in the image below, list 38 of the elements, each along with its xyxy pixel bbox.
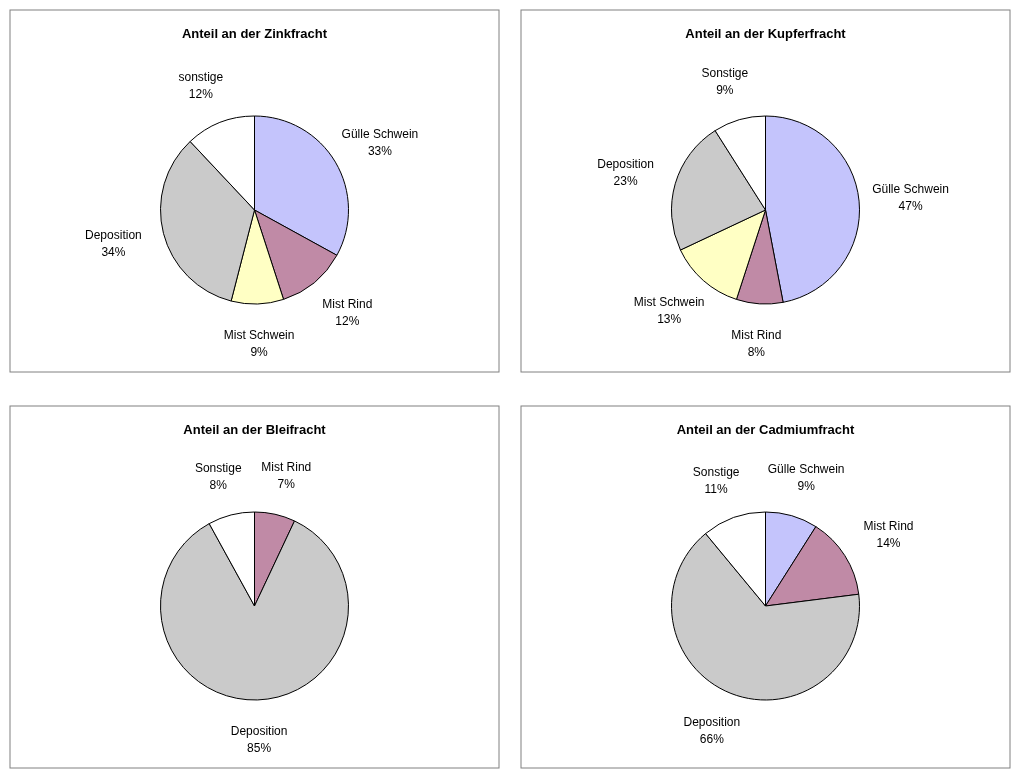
data-label: 8% — [209, 478, 228, 493]
slice-label: Sonstige — [701, 66, 749, 81]
chart-title: Anteil an der Bleifracht — [183, 422, 327, 437]
slice-label: Sonstige — [692, 464, 740, 479]
data-label: 13% — [657, 311, 682, 326]
chart-title: Anteil an der Zinkfracht — [181, 26, 328, 41]
slice-label: Mist Rind — [863, 518, 914, 533]
data-label: 11% — [704, 481, 729, 496]
data-label: 23% — [613, 174, 638, 189]
data-label: 33% — [367, 143, 393, 158]
slice-label: Mist Schwein — [633, 294, 705, 309]
data-label: 12% — [188, 87, 214, 102]
data-label: 9% — [797, 479, 816, 494]
data-label: 7% — [277, 477, 296, 492]
data-label: 66% — [699, 731, 725, 746]
slice-label: Gülle Schwein — [767, 462, 845, 477]
data-label: 9% — [716, 83, 734, 98]
data-label: 85% — [247, 740, 272, 755]
slice-label: Mist Schwein — [223, 327, 295, 342]
data-label: 8% — [747, 344, 766, 359]
slice-label: Sonstige — [194, 461, 242, 476]
data-label: 34% — [101, 244, 126, 259]
slice-label: Deposition — [230, 723, 288, 738]
data-label: 47% — [898, 198, 923, 213]
data-label: 12% — [335, 314, 360, 329]
slice-label: Mist Rind — [322, 297, 373, 312]
data-label: 14% — [876, 535, 901, 550]
slice-label: Deposition — [683, 714, 741, 729]
slice-label: Gülle Schwein — [872, 181, 949, 196]
chart-title: Anteil an der Kupferfracht — [685, 26, 847, 41]
chart-title: Anteil an der Cadmiumfracht — [676, 422, 856, 437]
slice-label: sonstige — [178, 70, 224, 85]
slice-label: Deposition — [597, 157, 654, 172]
slice-label: Mist Rind — [261, 460, 312, 475]
slice-label: Gülle Schwein — [341, 126, 419, 141]
slice-label: Deposition — [85, 227, 142, 242]
data-label: 9% — [250, 344, 269, 359]
slice-label: Mist Rind — [731, 327, 782, 342]
